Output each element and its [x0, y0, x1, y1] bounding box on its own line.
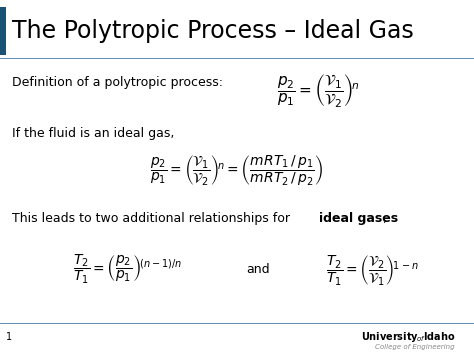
Text: The Polytropic Process – Ideal Gas: The Polytropic Process – Ideal Gas	[12, 19, 414, 43]
Text: $\dfrac{p_2}{p_1} = \left(\dfrac{\mathcal{V}_1}{\mathcal{V}_2}\right)^{\!n} = \l: $\dfrac{p_2}{p_1} = \left(\dfrac{\mathca…	[150, 153, 324, 188]
Text: If the fluid is an ideal gas,: If the fluid is an ideal gas,	[12, 127, 174, 140]
Text: ideal gases: ideal gases	[319, 212, 398, 225]
Text: $\dfrac{T_2}{T_1} = \left(\dfrac{p_2}{p_1}\right)^{\!(n-1)/n}$: $\dfrac{T_2}{T_1} = \left(\dfrac{p_2}{p_…	[73, 253, 182, 286]
Text: $\dfrac{p_2}{p_1} = \left(\dfrac{\mathcal{V}_1}{\mathcal{V}_2}\right)^{\!n}$: $\dfrac{p_2}{p_1} = \left(\dfrac{\mathca…	[277, 72, 360, 109]
Text: $\mathbf{University}_{\!\mathit{of}}\mathbf{Idaho}$: $\mathbf{University}_{\!\mathit{of}}\mat…	[361, 329, 455, 344]
Text: and: and	[246, 263, 270, 276]
Text: $\dfrac{T_2}{T_1} = \left(\dfrac{\mathcal{V}_2}{\mathcal{V}_1}\right)^{\!1-n}$: $\dfrac{T_2}{T_1} = \left(\dfrac{\mathca…	[326, 253, 419, 287]
Bar	[0, 7, 6, 55]
Text: ,: ,	[383, 212, 386, 225]
Text: College of Engineering: College of Engineering	[375, 344, 455, 350]
Text: 1: 1	[6, 332, 12, 342]
Text: Definition of a polytropic process:: Definition of a polytropic process:	[12, 76, 223, 89]
Text: This leads to two additional relationships for: This leads to two additional relationshi…	[12, 212, 294, 225]
